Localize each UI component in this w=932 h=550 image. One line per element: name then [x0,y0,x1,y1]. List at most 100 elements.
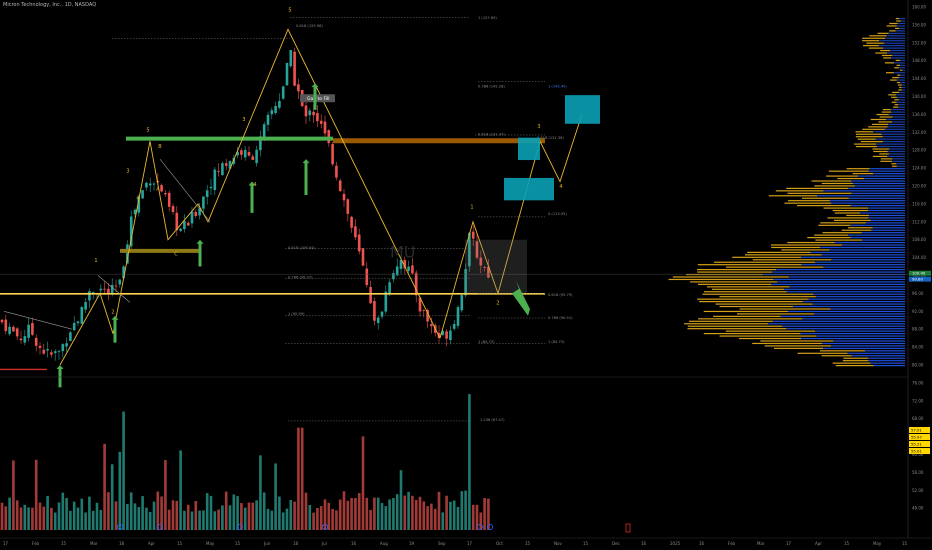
profile-down [864,177,905,180]
volume-bar [122,411,125,530]
profile-down [873,365,905,367]
candle-body [4,319,8,332]
candle-body [31,322,34,335]
profile-up [866,42,885,44]
time-tick: Feb [728,541,736,546]
wave-label: 4 [136,195,139,201]
time-tick: 15 [61,541,67,546]
volume-bar [304,492,308,530]
profile-down [868,357,905,359]
event-marker [486,524,493,531]
profile-up [820,222,866,224]
volume-bar [403,495,407,530]
profile-down [772,320,905,322]
profile-down [892,121,905,123]
candle-body [175,212,179,231]
volume-bar [449,501,452,530]
volume-bar [236,496,239,530]
profile-up [686,273,764,276]
price-tick: 160.00 [912,5,926,10]
profile-down [868,217,905,219]
profile-up [896,64,901,66]
profile-up [877,32,889,34]
price-tick: 92.00 [912,309,924,314]
profile-up [719,335,817,337]
price-tick: 48.00 [912,506,924,511]
profile-down [896,163,905,165]
candle-body [361,248,365,266]
volume-bar [373,497,376,530]
price-tick: 108.00 [912,237,926,242]
volume-bar [42,506,46,530]
profile-up [687,325,783,327]
profile-up [787,192,852,194]
time-tick: 15 [525,541,531,546]
profile-up [872,123,889,125]
wave-label: 2 [111,310,114,316]
volume-bar [213,511,217,530]
volume-bar [380,503,384,530]
profile-down [851,192,905,194]
candle-body [460,295,464,311]
profile-up [894,67,899,69]
volume-bar [395,494,399,530]
profile-down [782,325,905,327]
profile-down [788,276,905,278]
candle-body [388,282,391,294]
candle-body [118,279,122,285]
profile-up [855,133,882,135]
candle-body [46,349,49,351]
profile-up [697,264,802,266]
profile-down [786,328,905,330]
wave-label: 4 [559,184,562,190]
wave-label: 3 [537,124,540,130]
profile-up [797,205,851,207]
profile-up [773,347,824,349]
profile-down [831,259,905,261]
chart-title: Micron Technology, Inc., 1D, NASDAQ [3,2,97,8]
time-tick: Apr [148,541,155,546]
profile-up [819,350,865,352]
profile-down [901,84,905,86]
profile-up [690,281,778,283]
profile-down [900,81,905,84]
volume-bar [57,502,61,530]
volume-bar [407,491,410,530]
time-tick: May [873,541,882,546]
candle-body [266,114,270,125]
profile-up [834,212,861,214]
volume-bar [308,505,312,530]
candle-body [392,273,395,280]
profile-down [823,347,905,349]
profile-down [820,246,905,249]
profile-down [873,173,905,175]
volume-bar [69,510,72,530]
candle-body [194,211,198,217]
profile-down [823,190,905,192]
volume-bar [357,493,361,530]
profile-up [889,30,896,32]
candle-body [308,110,312,116]
profile-up [884,62,894,64]
profile-up [852,173,874,175]
profile-up [697,283,772,285]
profile-down [895,94,905,96]
candle-body [110,284,114,293]
profile-up [747,251,811,253]
time-tick: 16 [641,541,647,546]
profile-down [857,175,905,177]
profile-up [739,308,831,310]
candle-body [103,288,106,290]
profile-up [854,143,877,145]
volume-bar [240,503,243,530]
candle-body [323,121,327,134]
profile-up [883,57,891,59]
profile-down [815,261,905,263]
candle-body [240,150,243,155]
price-tick: 84.00 [912,345,924,350]
profile-down [777,281,905,283]
volume-bar [65,497,68,530]
profile-up [737,313,814,315]
